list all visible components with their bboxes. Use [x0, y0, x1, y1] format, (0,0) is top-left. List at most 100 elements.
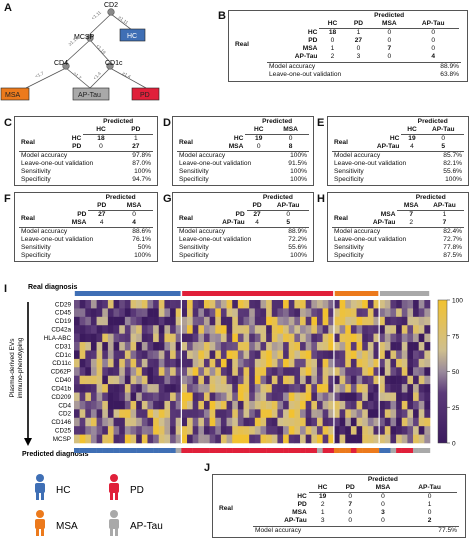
heatmap-cell — [226, 384, 233, 393]
heatmap-cell — [384, 342, 391, 351]
predicted-diagnosis-cell — [418, 448, 425, 453]
heatmap-cell — [356, 392, 363, 402]
predicted-diagnosis-cell — [249, 448, 256, 453]
heatmap-cell — [305, 342, 312, 351]
heatmap-cell — [305, 316, 312, 326]
heatmap-cell — [367, 392, 374, 402]
heatmap-cell — [96, 400, 103, 410]
heatmap-cell — [192, 375, 199, 385]
matrix-cell: 0 — [427, 509, 432, 516]
col-header: MSA — [272, 126, 309, 135]
heatmap-cell — [339, 367, 346, 376]
heatmap-cell — [147, 308, 154, 318]
heatmap-cell — [85, 300, 92, 309]
heatmap-cell — [203, 300, 210, 309]
heatmap-cell — [96, 409, 103, 419]
heatmap-cell — [90, 300, 97, 309]
heatmap-cell — [345, 400, 352, 410]
heatmap-cell — [300, 417, 306, 427]
heatmap-cell — [254, 417, 261, 427]
predicted-diagnosis-cell — [379, 448, 385, 453]
heatmap-cell — [198, 400, 205, 410]
heatmap-cell — [362, 325, 369, 334]
heatmap-cell — [153, 417, 160, 427]
predicted-diagnosis-cell — [147, 448, 154, 453]
legend-msa: MSA — [56, 521, 78, 532]
heatmap-cell — [187, 300, 193, 309]
heatmap-cell — [153, 308, 160, 318]
heatmap-cell — [362, 400, 369, 410]
metric-label: Sensitivity — [21, 168, 51, 175]
person-icon — [35, 474, 45, 500]
heatmap-cell — [390, 375, 397, 385]
heatmap-cell — [181, 342, 188, 351]
heatmap-cell — [367, 434, 374, 444]
heatmap-cell — [396, 434, 403, 444]
heatmap-cell — [401, 342, 408, 351]
matrix-cell: 0 — [387, 53, 392, 60]
heatmap-cell — [333, 308, 340, 318]
heatmap-cell — [260, 316, 267, 326]
heatmap-cell — [424, 375, 431, 385]
heatmap-cell — [147, 384, 154, 393]
heatmap-cell — [124, 308, 131, 318]
heatmap-cell — [147, 342, 154, 351]
heatmap-cell — [316, 367, 323, 376]
heatmap-cell — [130, 426, 137, 435]
metric-label: Sensitivity — [334, 168, 364, 175]
heatmap-cell — [271, 333, 278, 343]
tree-node-root: CD2 — [104, 2, 118, 9]
heatmap-cell — [305, 333, 312, 343]
heatmap-cell — [181, 300, 188, 309]
heatmap-cell — [407, 308, 414, 318]
heatmap-cell — [367, 367, 374, 376]
heatmap-cell — [283, 409, 290, 419]
heatmap-cell — [418, 358, 425, 368]
heatmap-cell — [345, 358, 352, 368]
heatmap-cell — [249, 308, 256, 318]
heatmap-cell — [288, 358, 295, 368]
heatmap-cell — [141, 333, 148, 343]
heatmap-cell — [141, 400, 148, 410]
heatmap-cell — [181, 384, 188, 393]
heatmap-cell — [124, 358, 131, 368]
heatmap-cell — [345, 300, 352, 309]
matrix-cell: 0 — [381, 493, 385, 500]
heatmap-cell — [362, 434, 369, 444]
heatmap-cell — [113, 300, 120, 309]
heatmap-cell — [345, 426, 352, 435]
col-header: MSA — [363, 484, 403, 493]
predicted-diagnosis-cell — [413, 448, 419, 453]
heatmap-cell — [288, 417, 295, 427]
heatmap-cell — [119, 400, 126, 410]
heatmap-cell — [379, 342, 386, 351]
heatmap-cell — [300, 300, 306, 309]
heatmap-cell — [153, 367, 160, 376]
heatmap-cell — [90, 417, 97, 427]
legend-pd: PD — [130, 485, 144, 496]
heatmap-cell — [362, 350, 369, 360]
heatmap-cell — [413, 384, 419, 393]
heatmap-cell — [79, 325, 86, 334]
heatmap-cell — [90, 358, 97, 368]
heatmap-cell — [390, 409, 397, 419]
tree-edge-label: <1.19 — [95, 43, 107, 55]
tree-leaf-msa-box — [0, 87, 30, 101]
heatmap-cell — [322, 325, 329, 334]
heatmap-cell — [85, 350, 92, 360]
tree-leaf-msa: MSA — [5, 92, 21, 99]
heatmap-cell — [79, 308, 86, 318]
heatmap-cell — [102, 358, 109, 368]
confusion-matrix-e: Predicted HC AP-Tau Real HC 19 0 AP-Tau 4 5 Model … — [327, 116, 469, 186]
heatmap-cell — [85, 367, 92, 376]
heatmap-cell — [266, 316, 273, 326]
heatmap-cell — [271, 325, 278, 334]
heatmap-cell — [107, 333, 114, 343]
heatmap-cell — [345, 308, 352, 318]
heatmap-cell — [153, 375, 160, 385]
heatmap-cell — [232, 358, 239, 368]
metric-label: Model accuracy — [21, 152, 68, 159]
metric-label: Model accuracy — [255, 527, 302, 534]
predicted-diagnosis-cell — [181, 448, 188, 453]
heatmap-cell — [367, 384, 374, 393]
